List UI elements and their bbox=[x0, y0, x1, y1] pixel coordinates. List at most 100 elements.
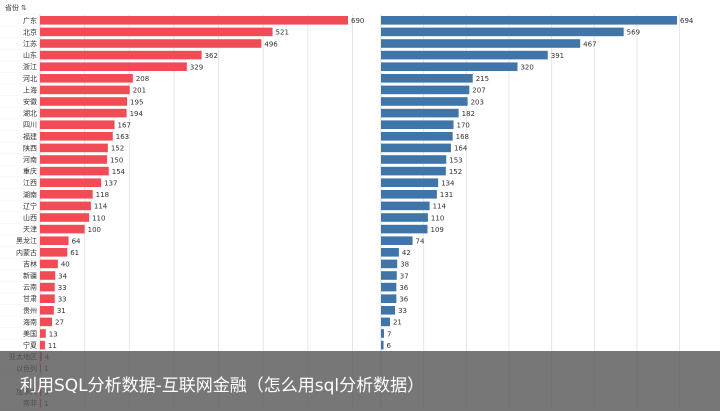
data-label: 38 bbox=[400, 261, 409, 269]
bar[interactable] bbox=[381, 329, 384, 338]
data-label: 40 bbox=[61, 261, 70, 269]
bar[interactable] bbox=[40, 259, 58, 269]
bar[interactable] bbox=[381, 201, 430, 211]
bar[interactable] bbox=[381, 259, 398, 269]
bar[interactable] bbox=[40, 190, 93, 199]
data-label: 170 bbox=[457, 122, 470, 130]
data-label: 137 bbox=[104, 180, 117, 188]
data-label: 37 bbox=[400, 272, 409, 280]
bar[interactable] bbox=[40, 213, 90, 222]
bar[interactable] bbox=[40, 74, 133, 83]
category-label: 浙江 bbox=[23, 62, 37, 71]
data-label: 31 bbox=[57, 307, 66, 315]
data-label: 118 bbox=[96, 191, 109, 199]
bar[interactable] bbox=[381, 294, 397, 303]
bar[interactable] bbox=[381, 213, 428, 222]
bar[interactable] bbox=[40, 27, 273, 37]
bar[interactable] bbox=[381, 178, 439, 187]
data-label: 13 bbox=[49, 330, 58, 338]
data-label: 134 bbox=[441, 180, 455, 188]
bar[interactable] bbox=[40, 201, 91, 211]
category-label: 湖北 bbox=[23, 109, 37, 118]
bar[interactable] bbox=[40, 108, 127, 118]
bar[interactable] bbox=[381, 155, 447, 164]
category-label: 新疆 bbox=[23, 271, 37, 280]
bar[interactable] bbox=[40, 306, 54, 315]
data-label: 207 bbox=[472, 87, 485, 95]
category-label: 天津 bbox=[23, 226, 37, 234]
bar[interactable] bbox=[381, 50, 548, 60]
bar[interactable] bbox=[381, 271, 397, 280]
bar[interactable] bbox=[40, 236, 69, 245]
bar[interactable] bbox=[40, 120, 115, 129]
data-label: 195 bbox=[130, 98, 143, 106]
bar[interactable] bbox=[40, 16, 348, 25]
data-label: 131 bbox=[440, 191, 453, 199]
bar[interactable] bbox=[381, 97, 468, 106]
bar[interactable] bbox=[381, 224, 428, 234]
bar[interactable] bbox=[381, 27, 624, 37]
bar[interactable] bbox=[381, 85, 470, 95]
bar[interactable] bbox=[381, 282, 397, 292]
bar[interactable] bbox=[381, 248, 399, 257]
data-label: 152 bbox=[449, 168, 462, 176]
category-label: 重庆 bbox=[23, 167, 37, 176]
bar[interactable] bbox=[381, 74, 473, 83]
category-label: 贵州 bbox=[23, 306, 37, 315]
bar[interactable] bbox=[40, 97, 128, 106]
bar[interactable] bbox=[40, 317, 53, 327]
bar[interactable] bbox=[40, 155, 107, 164]
bar[interactable] bbox=[40, 282, 55, 292]
bar[interactable] bbox=[381, 62, 518, 71]
bar[interactable] bbox=[40, 178, 102, 187]
bar[interactable] bbox=[40, 294, 55, 303]
data-label: 64 bbox=[72, 238, 81, 246]
bar[interactable] bbox=[381, 143, 451, 153]
bar[interactable] bbox=[381, 340, 384, 350]
bar[interactable] bbox=[381, 120, 454, 129]
bar[interactable] bbox=[381, 317, 390, 327]
data-label: 34 bbox=[58, 272, 67, 280]
bar[interactable] bbox=[40, 85, 130, 95]
bar[interactable] bbox=[40, 166, 109, 176]
bar[interactable] bbox=[40, 248, 68, 257]
data-label: 61 bbox=[70, 249, 79, 257]
bar[interactable] bbox=[40, 39, 262, 48]
bar[interactable] bbox=[381, 306, 396, 315]
data-label: 167 bbox=[118, 122, 131, 130]
bar[interactable] bbox=[381, 190, 437, 199]
category-label: 湖南 bbox=[23, 190, 37, 199]
bar[interactable] bbox=[40, 143, 108, 153]
bar[interactable] bbox=[40, 271, 56, 280]
category-label: 江西 bbox=[23, 179, 37, 187]
sort-icon[interactable]: ⇅ bbox=[21, 4, 27, 12]
bar[interactable] bbox=[381, 166, 446, 176]
category-label: 北京 bbox=[23, 27, 37, 36]
category-label: 山西 bbox=[23, 213, 37, 222]
bar[interactable] bbox=[40, 62, 187, 71]
bar[interactable] bbox=[381, 39, 581, 48]
bar[interactable] bbox=[40, 329, 46, 338]
bar[interactable] bbox=[381, 236, 413, 245]
bar[interactable] bbox=[40, 50, 202, 60]
data-label: 208 bbox=[136, 75, 149, 83]
bar[interactable] bbox=[381, 16, 677, 25]
data-label: 36 bbox=[399, 296, 408, 304]
category-label: 河北 bbox=[23, 75, 37, 83]
bar[interactable] bbox=[381, 108, 459, 118]
data-label: 163 bbox=[116, 133, 129, 141]
bar[interactable] bbox=[40, 132, 113, 141]
category-label: 福建 bbox=[23, 132, 37, 141]
category-label: 辽宁 bbox=[23, 201, 37, 210]
gridlines bbox=[0, 14, 681, 410]
bar[interactable] bbox=[381, 132, 453, 141]
banner-title: 利用SQL分析数据-互联网金融（怎么用sql分析数据） bbox=[20, 376, 425, 396]
data-label: 21 bbox=[393, 319, 402, 327]
data-label: 154 bbox=[112, 168, 126, 176]
bar[interactable] bbox=[40, 224, 85, 234]
data-label: 362 bbox=[205, 52, 218, 60]
bar[interactable] bbox=[40, 340, 45, 350]
category-label: 宁夏 bbox=[23, 341, 37, 350]
category-label: 山东 bbox=[23, 51, 37, 60]
data-label: 150 bbox=[110, 156, 123, 164]
